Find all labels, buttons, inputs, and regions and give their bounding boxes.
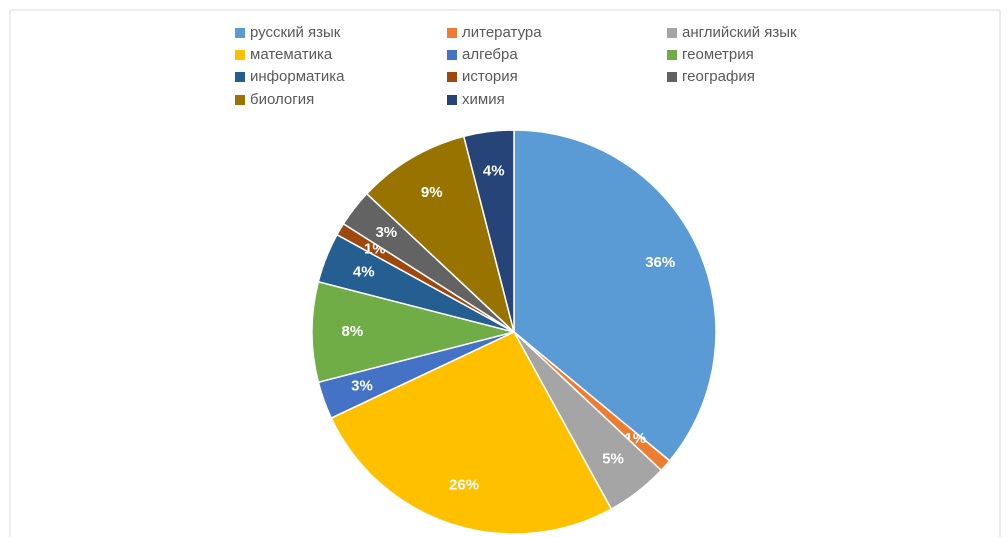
data-label: 26%	[449, 477, 479, 494]
pie-slice	[462, 129, 515, 333]
legend-label: история	[462, 68, 518, 85]
pie-slice	[513, 129, 717, 462]
pie-slice	[365, 135, 516, 335]
legend-label: геометрия	[682, 46, 754, 63]
legend-label: алгебра	[462, 46, 518, 63]
legend-swatch	[667, 72, 677, 82]
legend-swatch	[447, 72, 457, 82]
legend-swatch	[235, 50, 245, 60]
legend-swatch	[447, 28, 457, 38]
legend-swatch	[235, 28, 245, 38]
legend-label: информатика	[250, 68, 345, 85]
legend-label: математика	[250, 46, 333, 63]
data-label: 8%	[342, 323, 364, 340]
data-label: 9%	[421, 184, 443, 201]
legend-label: химия	[462, 91, 505, 108]
data-label: 3%	[375, 224, 397, 241]
legend-label: география	[682, 68, 755, 85]
legend-label: литература	[462, 24, 542, 41]
legend-swatch	[667, 28, 677, 38]
data-label: 4%	[483, 163, 505, 180]
data-label: 36%	[645, 254, 675, 271]
data-label: 5%	[602, 451, 624, 468]
data-label: 4%	[353, 263, 375, 280]
legend: русский язык литература английский язык мат…	[235, 24, 797, 108]
data-label: 3%	[351, 378, 373, 395]
pie: 36%1%5%26%3%8%4%1%3%9%4%	[311, 129, 717, 535]
legend-swatch	[447, 50, 457, 60]
legend-swatch	[235, 95, 245, 105]
legend-swatch	[235, 72, 245, 82]
pie-slice	[311, 280, 515, 384]
pie-slice	[330, 331, 613, 535]
legend-label: биология	[250, 91, 314, 108]
legend-swatch	[667, 50, 677, 60]
legend-label: английский язык	[682, 24, 797, 41]
legend-swatch	[447, 95, 457, 105]
legend-label: русский язык	[250, 24, 341, 41]
